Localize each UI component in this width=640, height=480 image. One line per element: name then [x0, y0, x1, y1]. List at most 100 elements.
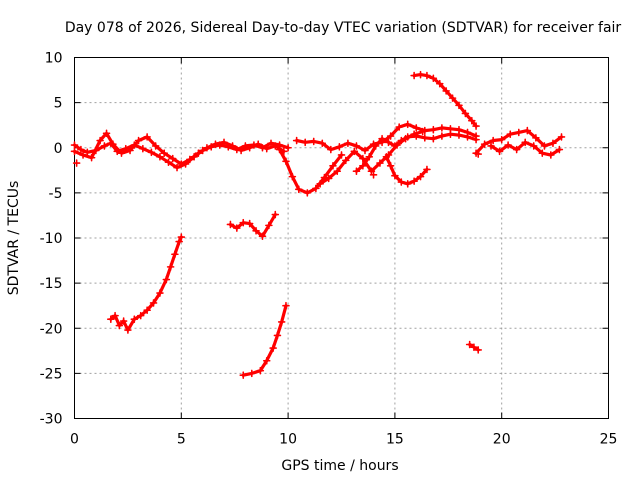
- data-point: [83, 148, 92, 157]
- data-point: [416, 172, 425, 181]
- data-point: [329, 162, 337, 170]
- data-point: [136, 311, 145, 320]
- series-trace: [241, 304, 288, 377]
- series-trace: [295, 122, 478, 153]
- data-point: [461, 109, 470, 118]
- data-point: [429, 134, 438, 143]
- data-point: [455, 101, 463, 110]
- data-point: [126, 146, 134, 155]
- data-point: [262, 144, 271, 153]
- data-point: [538, 149, 547, 157]
- data-point: [395, 123, 403, 131]
- data-point: [247, 369, 256, 378]
- data-point: [384, 138, 393, 147]
- data-point: [391, 171, 399, 180]
- x-tick-label: 5: [177, 432, 186, 448]
- data-point: [168, 154, 177, 163]
- data-point: [438, 124, 446, 132]
- data-point: [282, 157, 290, 166]
- data-point: [139, 144, 147, 153]
- series-trace-c: [275, 145, 346, 197]
- data-point: [382, 152, 391, 161]
- data-point: [361, 146, 369, 155]
- series-trace-d: [292, 120, 480, 155]
- data-point: [555, 145, 564, 154]
- data-point: [397, 178, 406, 186]
- data-point: [130, 315, 139, 324]
- data-point: [421, 134, 429, 142]
- data-point: [412, 132, 421, 140]
- data-point: [100, 142, 109, 150]
- data-point: [143, 306, 151, 314]
- data-point: [162, 275, 171, 284]
- data-point: [166, 263, 175, 271]
- data-point: [523, 126, 532, 135]
- y-tick-label: 10: [45, 51, 63, 67]
- data-point: [303, 189, 312, 197]
- data-point: [124, 326, 132, 334]
- data-point: [258, 232, 267, 240]
- data-point: [318, 139, 327, 148]
- data-point: [337, 151, 346, 159]
- data-point: [282, 301, 290, 310]
- data-point: [284, 143, 292, 152]
- data-point: [470, 343, 478, 352]
- y-tick-label: -30: [40, 412, 63, 428]
- data-point: [540, 142, 549, 150]
- data-point: [70, 147, 79, 156]
- data-point: [514, 128, 523, 137]
- x-axis: 0 5 10 15 20 25: [70, 57, 617, 448]
- data-point: [275, 145, 284, 154]
- data-point: [423, 165, 431, 174]
- data-point: [239, 371, 248, 379]
- data-point: [226, 220, 235, 229]
- data-point: [376, 159, 384, 167]
- data-point: [149, 299, 158, 307]
- data-point: [465, 340, 474, 349]
- data-point: [359, 154, 367, 163]
- series-trace-h: [410, 70, 480, 130]
- series-trace: [72, 131, 286, 166]
- data-point: [350, 147, 359, 156]
- data-point: [177, 160, 186, 168]
- data-point: [147, 148, 156, 157]
- data-point: [495, 147, 504, 156]
- isolated-points: [72, 150, 483, 179]
- data-point: [271, 210, 280, 219]
- data-point: [294, 185, 303, 194]
- data-point: [549, 139, 557, 148]
- data-point: [171, 250, 179, 259]
- data-point: [186, 155, 194, 164]
- series-trace-i: [472, 126, 566, 157]
- data-point: [512, 145, 521, 154]
- y-tick-label: -15: [40, 276, 63, 292]
- data-point: [156, 152, 164, 161]
- y-tick-label: -25: [40, 366, 63, 382]
- data-point: [386, 162, 395, 170]
- data-point: [143, 133, 151, 141]
- y-tick-label: -5: [49, 186, 63, 202]
- data-point: [164, 158, 173, 166]
- data-point: [309, 137, 318, 146]
- data-point: [70, 141, 79, 149]
- data-point: [115, 321, 124, 330]
- data-point: [504, 141, 512, 149]
- data-point: [557, 133, 566, 141]
- data-point: [403, 180, 412, 188]
- data-point: [423, 71, 431, 80]
- data-point: [506, 130, 515, 139]
- data-point: [474, 346, 483, 354]
- y-axis: 10 5 0 -5 -10 -15 -20 -25 -30: [40, 51, 609, 428]
- data-point: [173, 163, 181, 172]
- data-point: [254, 140, 262, 148]
- x-axis-label: GPS time / hours: [281, 458, 398, 474]
- data-point: [327, 145, 335, 154]
- data-point: [467, 116, 476, 125]
- data-point: [418, 127, 427, 136]
- data-point: [403, 133, 412, 141]
- data-point: [109, 140, 117, 148]
- data-point: [386, 132, 395, 140]
- chart-title: Day 078 of 2026, Sidereal Day-to-day VTE…: [65, 20, 622, 36]
- data-point: [532, 134, 540, 142]
